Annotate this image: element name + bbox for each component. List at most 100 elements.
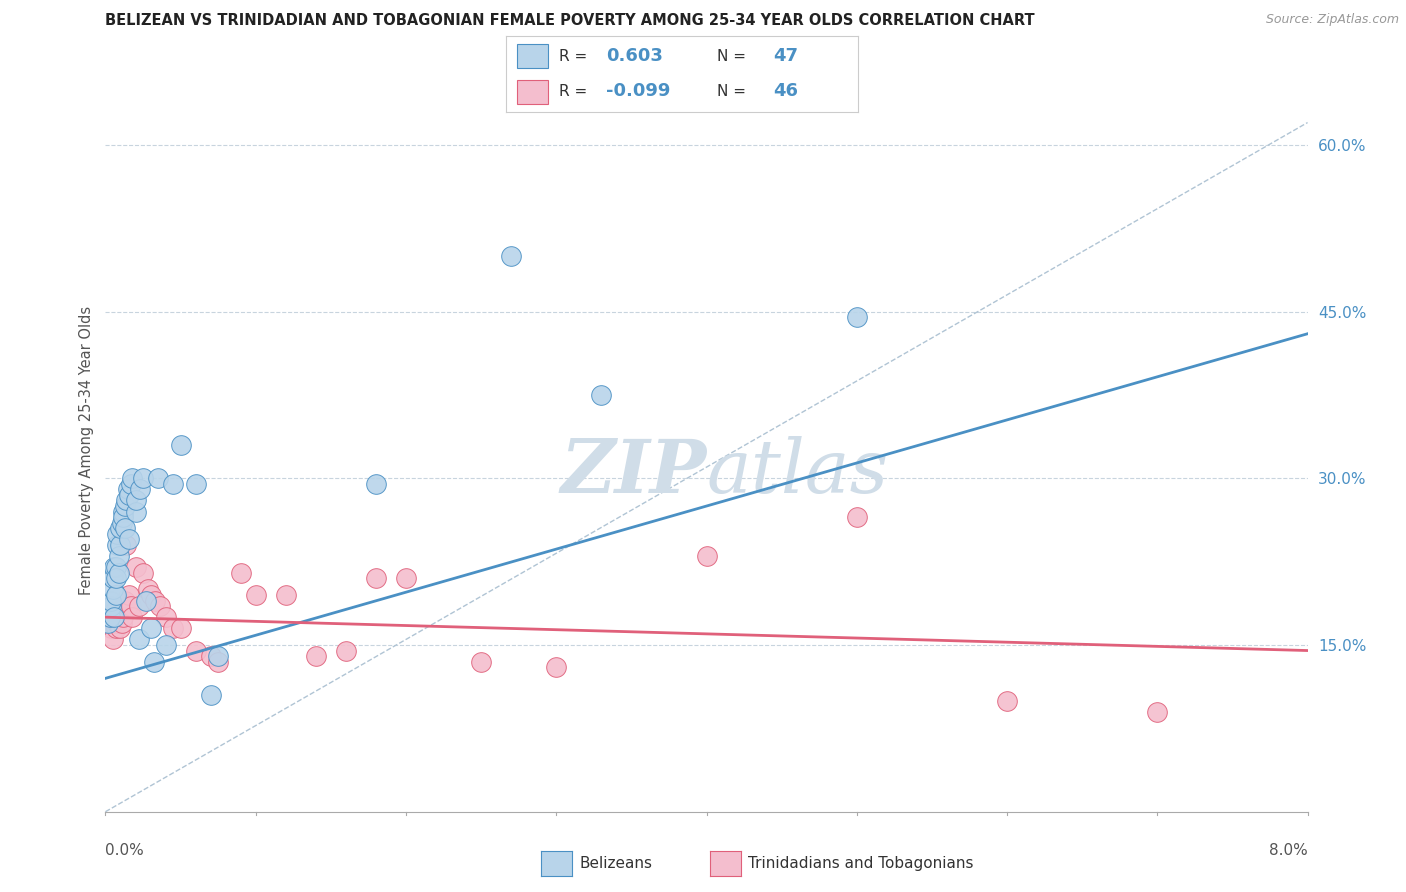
Point [110, 538, 132, 552]
Point [184, 643, 207, 657]
Text: 46: 46 [773, 82, 799, 100]
Point [117, 599, 139, 613]
Point [169, 438, 191, 452]
Point [111, 516, 134, 530]
Point [1146, 705, 1168, 719]
Point [546, 660, 568, 674]
Point [110, 521, 132, 535]
Point [104, 610, 127, 624]
Text: Source: ZipAtlas.com: Source: ZipAtlas.com [1265, 13, 1399, 27]
Point [98, 610, 121, 624]
Point [124, 505, 146, 519]
Point [101, 605, 124, 619]
Point [108, 610, 131, 624]
Text: atlas: atlas [707, 436, 889, 508]
Point [200, 688, 222, 702]
Point [97, 610, 120, 624]
Point [207, 655, 229, 669]
Text: R =: R = [560, 84, 592, 98]
Point [118, 588, 141, 602]
Point [115, 493, 138, 508]
Point [120, 476, 142, 491]
Point [128, 599, 150, 613]
Point [107, 538, 129, 552]
Text: R =: R = [560, 49, 592, 63]
Point [117, 483, 139, 497]
Point [146, 471, 169, 485]
Point [118, 488, 141, 502]
Point [139, 588, 162, 602]
Point [108, 566, 131, 580]
Point [108, 549, 131, 563]
Text: BELIZEAN VS TRINIDADIAN AND TOBAGONIAN FEMALE POVERTY AMONG 25-34 YEAR OLDS CORR: BELIZEAN VS TRINIDADIAN AND TOBAGONIAN F… [105, 13, 1035, 29]
Point [118, 533, 141, 547]
Point [395, 571, 418, 585]
Point [112, 505, 135, 519]
Point [136, 582, 159, 597]
Point [207, 649, 229, 664]
Point [110, 621, 132, 635]
Point [129, 483, 152, 497]
Point [995, 693, 1018, 707]
Point [124, 560, 146, 574]
Point [142, 655, 165, 669]
Text: N =: N = [717, 84, 751, 98]
Text: 8.0%: 8.0% [1268, 843, 1308, 858]
Point [148, 599, 170, 613]
Text: N =: N = [717, 49, 751, 63]
Point [101, 632, 124, 647]
Point [501, 249, 523, 263]
Point [135, 593, 157, 607]
Point [132, 471, 155, 485]
Point [101, 571, 124, 585]
Point [364, 476, 387, 491]
Point [115, 538, 138, 552]
Point [114, 593, 136, 607]
Y-axis label: Female Poverty Among 25-34 Year Olds: Female Poverty Among 25-34 Year Olds [79, 306, 94, 595]
Point [470, 655, 492, 669]
Point [100, 599, 122, 613]
Point [97, 615, 120, 630]
Point [229, 566, 252, 580]
Point [162, 621, 184, 635]
Point [103, 560, 125, 574]
FancyBboxPatch shape [517, 79, 548, 104]
Point [162, 476, 184, 491]
Point [114, 499, 136, 513]
Point [103, 605, 125, 619]
Text: Belizeans: Belizeans [579, 856, 652, 871]
Point [169, 621, 191, 635]
Point [121, 610, 143, 624]
Point [845, 310, 868, 324]
Point [107, 526, 129, 541]
Point [305, 649, 328, 664]
Text: 0.0%: 0.0% [105, 843, 145, 858]
Point [100, 621, 122, 635]
FancyBboxPatch shape [517, 44, 548, 69]
Point [155, 638, 177, 652]
Point [121, 471, 143, 485]
Point [696, 549, 718, 563]
Point [845, 510, 868, 524]
Point [107, 615, 129, 630]
Point [98, 615, 121, 630]
Point [128, 632, 150, 647]
Point [101, 582, 124, 597]
Point [155, 610, 177, 624]
Point [104, 621, 127, 635]
Point [100, 593, 122, 607]
Text: Trinidadians and Tobagonians: Trinidadians and Tobagonians [748, 856, 973, 871]
Point [364, 571, 387, 585]
Point [335, 643, 357, 657]
Text: ZIP: ZIP [560, 436, 707, 508]
Point [112, 610, 135, 624]
Point [114, 521, 136, 535]
Text: 47: 47 [773, 47, 799, 65]
Point [245, 588, 267, 602]
Point [143, 593, 166, 607]
Point [112, 510, 135, 524]
Point [274, 588, 297, 602]
Point [110, 605, 132, 619]
Text: 0.603: 0.603 [606, 47, 664, 65]
Point [200, 649, 222, 664]
